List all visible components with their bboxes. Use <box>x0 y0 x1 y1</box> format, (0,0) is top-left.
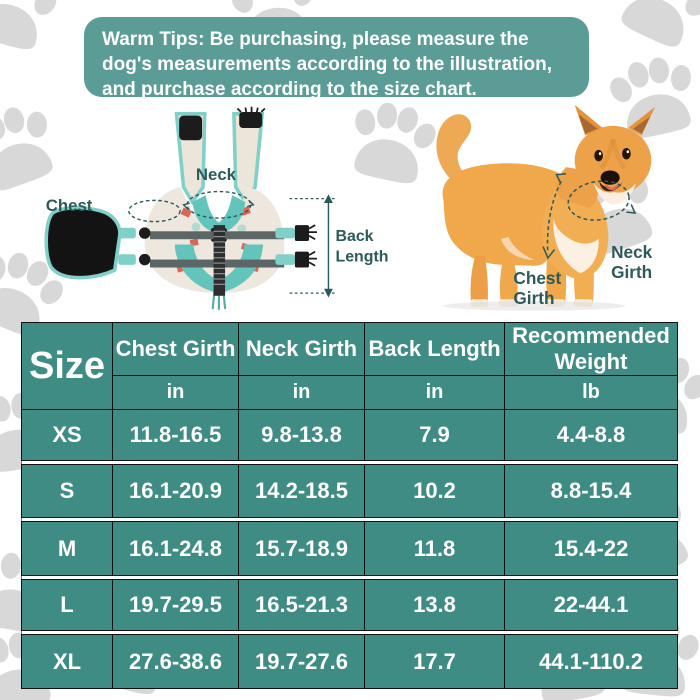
svg-text:Chest: Chest <box>46 196 93 215</box>
svg-text:Length: Length <box>336 248 389 265</box>
svg-text:Chest: Chest <box>513 268 561 288</box>
svg-text:Neck: Neck <box>611 242 653 262</box>
svg-text:Neck: Neck <box>196 165 237 184</box>
svg-text:Girth: Girth <box>611 262 652 282</box>
svg-text:Back: Back <box>336 228 374 245</box>
svg-text:Girth: Girth <box>513 288 554 308</box>
